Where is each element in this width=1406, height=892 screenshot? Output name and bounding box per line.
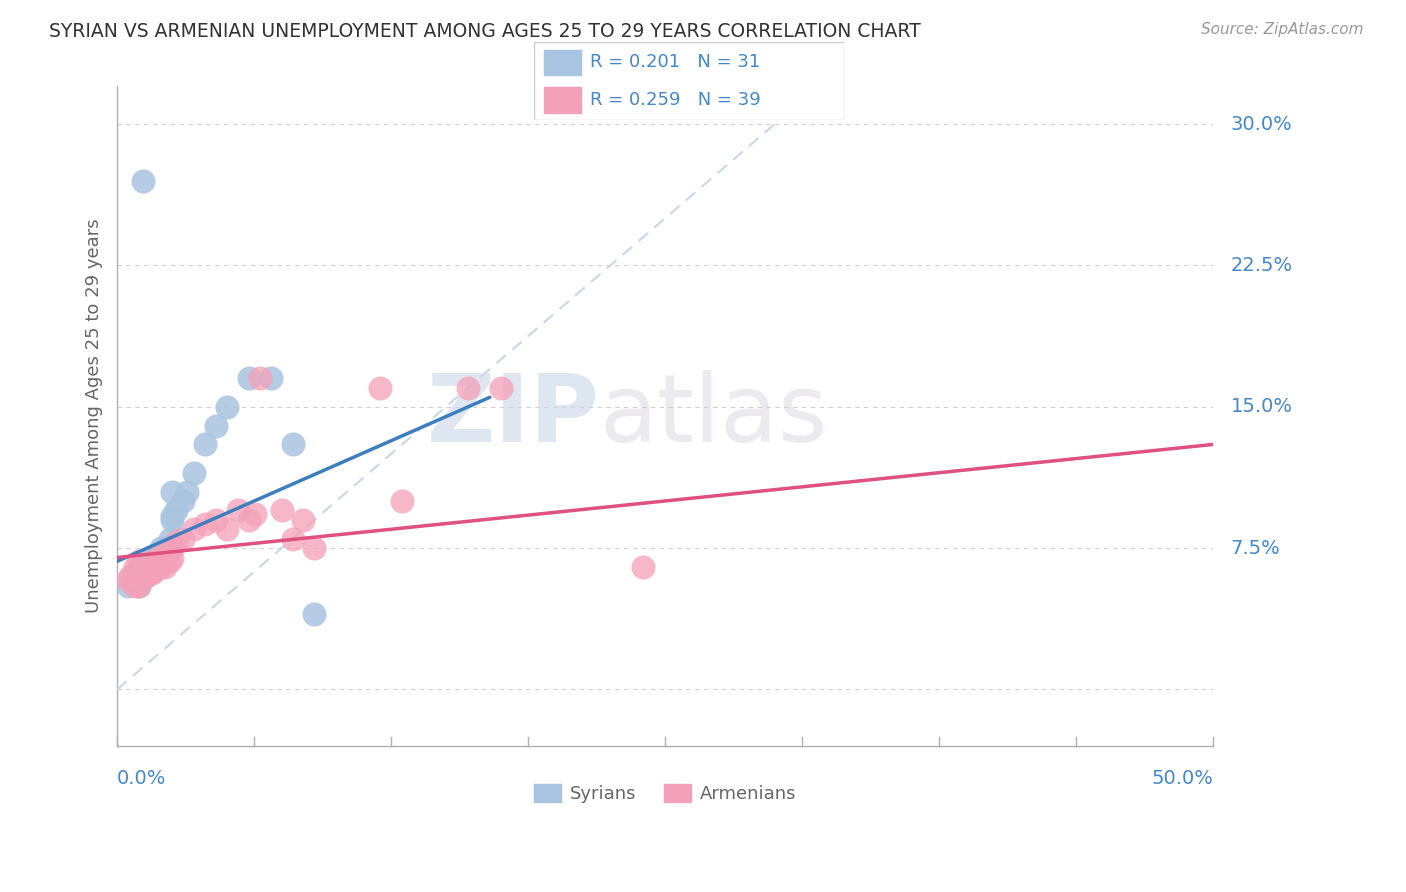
Point [143,564,166,578]
Point [124,573,146,587]
Point [117,573,139,587]
Point [249,371,271,385]
Point [165,535,187,549]
Point [304,541,326,555]
Point [145,547,167,561]
Point [143,560,166,574]
Point [304,607,326,621]
Point [457,381,479,395]
Point [150,560,173,574]
Point [120,569,142,583]
Point [172,494,194,508]
Point [155,547,177,561]
Point [160,484,183,499]
Point [226,503,249,517]
Point [281,437,304,451]
Point [141,566,163,580]
Point [368,381,391,395]
FancyBboxPatch shape [534,42,844,120]
Point [160,541,183,555]
Point [194,437,217,451]
Point [128,579,150,593]
Point [270,503,292,517]
Point [135,569,157,583]
Point [238,513,260,527]
Point [215,522,238,536]
Point [489,381,512,395]
Point [183,522,205,536]
Legend: Syrians, Armenians: Syrians, Armenians [534,783,796,803]
Text: ZIP: ZIP [426,370,599,462]
FancyBboxPatch shape [544,87,581,112]
Point [132,569,155,583]
Text: atlas: atlas [599,370,828,462]
Point [194,516,217,531]
Point [139,554,162,568]
Text: 0.0%: 0.0% [117,769,166,788]
Point [150,541,173,555]
Point [159,554,181,568]
Text: SYRIAN VS ARMENIAN UNEMPLOYMENT AMONG AGES 25 TO 29 YEARS CORRELATION CHART: SYRIAN VS ARMENIAN UNEMPLOYMENT AMONG AG… [49,22,921,41]
Point [160,550,183,565]
Text: 7.5%: 7.5% [1230,539,1281,558]
Point [145,550,167,565]
Text: 15.0%: 15.0% [1230,397,1292,417]
Point [245,507,267,521]
Point [631,560,654,574]
Text: R = 0.259   N = 39: R = 0.259 N = 39 [591,91,761,109]
Point [150,554,173,568]
Point [132,173,155,187]
Point [292,513,315,527]
Point [238,371,260,385]
Point [155,541,177,555]
Point [204,513,226,527]
Point [391,494,413,508]
Text: Source: ZipAtlas.com: Source: ZipAtlas.com [1201,22,1364,37]
Point [139,566,162,580]
Point [176,484,198,499]
Point [150,554,173,568]
Point [155,560,177,574]
Point [117,579,139,593]
Point [165,503,187,517]
Point [128,579,150,593]
Text: R = 0.201   N = 31: R = 0.201 N = 31 [591,54,761,71]
Point [124,560,146,574]
Text: 30.0%: 30.0% [1230,114,1292,134]
Point [183,466,205,480]
Point [281,532,304,546]
Point [128,560,150,574]
Point [172,532,194,546]
Point [160,513,183,527]
Point [204,418,226,433]
Point [124,579,146,593]
Point [215,400,238,414]
Point [132,566,155,580]
Point [145,550,167,565]
Point [139,564,162,578]
Text: 50.0%: 50.0% [1152,769,1213,788]
Point [145,560,167,574]
FancyBboxPatch shape [544,50,581,75]
Point [159,532,181,546]
Text: 22.5%: 22.5% [1230,256,1292,275]
Point [121,569,143,583]
Point [135,569,157,583]
Point [160,509,183,524]
Point [259,371,281,385]
Y-axis label: Unemployment Among Ages 25 to 29 years: Unemployment Among Ages 25 to 29 years [86,219,103,614]
Point [128,554,150,568]
